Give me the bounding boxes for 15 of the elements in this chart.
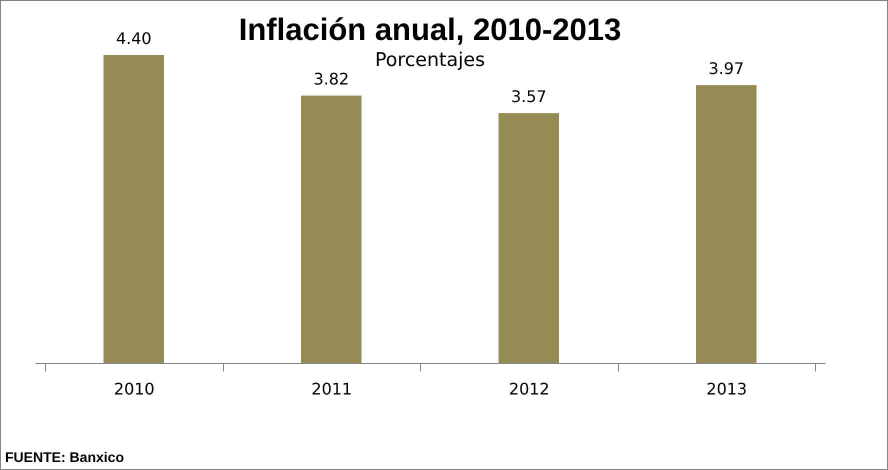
bar [104,55,164,363]
bar [498,113,559,363]
chart-subtitle: Porcentajes [375,49,485,71]
data-label: 4.40 [116,29,152,48]
source-note: FUENTE: Banxico [5,449,124,465]
bar [696,85,756,363]
data-label: 3.57 [510,87,547,106]
x-tick-label: 2011 [311,380,352,398]
chart-title: Inflación anual, 2010-2013 [238,12,622,47]
data-label: 3.82 [313,70,350,89]
bar [301,96,362,363]
data-label: 3.97 [708,59,744,78]
x-tick-label: 2010 [114,380,155,398]
x-tick-label: 2013 [706,380,748,398]
x-tick-label: 2012 [508,380,550,398]
